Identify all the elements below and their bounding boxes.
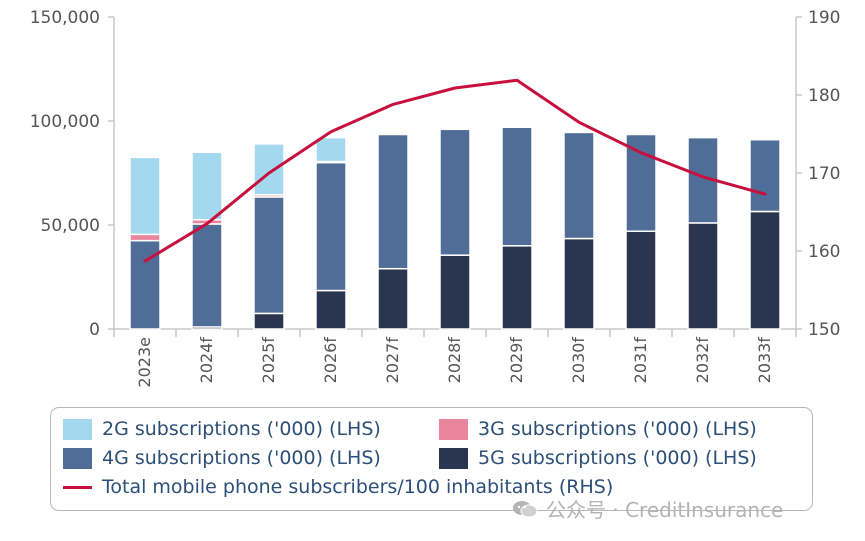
legend-label-4g: 4G subscriptions ('000) (LHS) <box>102 447 381 469</box>
legend: 2G subscriptions ('000) (LHS) 3G subscri… <box>50 407 813 511</box>
right-tick-label: 180 <box>808 86 840 106</box>
watermark-text: 公众号 · CreditInsurance <box>546 498 784 522</box>
bar-segment <box>253 196 285 315</box>
bar-segment <box>687 222 719 330</box>
legend-label-3g: 3G subscriptions ('000) (LHS) <box>478 418 757 440</box>
legend-label-5g: 5G subscriptions ('000) (LHS) <box>478 447 757 469</box>
x-tick-label: 2026f <box>321 337 340 384</box>
legend-swatch-4g <box>63 447 92 469</box>
right-tick-label: 170 <box>808 164 840 184</box>
bar-segment <box>129 233 161 242</box>
x-tick-label: 2032f <box>693 337 712 384</box>
bar-segment <box>625 230 657 330</box>
legend-item-4g: 4G subscriptions ('000) (LHS) <box>63 447 381 469</box>
bar-segment <box>315 136 347 163</box>
x-tick-label: 2030f <box>569 337 588 384</box>
bar-segment <box>315 289 347 330</box>
legend-swatch-2g <box>63 418 92 440</box>
bar-segment <box>377 267 409 330</box>
legend-item-5g: 5G subscriptions ('000) (LHS) <box>439 447 757 469</box>
bar-segment <box>129 156 161 236</box>
x-tick-label: 2028f <box>445 337 464 384</box>
bar-segment <box>439 254 471 330</box>
bar-segment <box>191 151 223 221</box>
x-tick-label: 2031f <box>631 337 650 384</box>
left-tick-label: 150,000 <box>30 8 100 28</box>
x-tick-label: 2023e <box>135 337 154 388</box>
bar-segment <box>377 133 409 270</box>
x-tick-label: 2027f <box>383 337 402 384</box>
bar-segment <box>749 138 781 213</box>
right-tick-label: 190 <box>808 8 840 28</box>
legend-item-total: Total mobile phone subscribers/100 inhab… <box>63 476 613 498</box>
x-tick-label: 2033f <box>755 337 774 384</box>
wechat-icon <box>513 500 538 517</box>
x-tick-label: 2024f <box>197 337 216 384</box>
bar-segment <box>749 210 781 330</box>
left-tick-label: 100,000 <box>30 112 100 132</box>
bar-segment <box>501 126 533 247</box>
bar-segment <box>625 133 657 232</box>
x-tick-label: 2029f <box>507 337 526 384</box>
x-tick-label: 2025f <box>259 337 278 384</box>
legend-swatch-3g <box>439 418 468 440</box>
right-tick-label: 160 <box>808 242 840 262</box>
legend-swatch-5g <box>439 447 468 469</box>
legend-label-2g: 2G subscriptions ('000) (LHS) <box>102 418 381 440</box>
bar-segment <box>563 131 595 240</box>
legend-item-3g: 3G subscriptions ('000) (LHS) <box>439 418 757 440</box>
left-tick-label: 50,000 <box>41 216 100 236</box>
bar-segment <box>439 128 471 256</box>
bar-segment <box>501 245 533 330</box>
line-series-total <box>143 78 767 263</box>
bar-segment <box>191 223 223 328</box>
legend-swatch-total <box>63 485 92 489</box>
bar-segment <box>253 143 285 196</box>
right-tick-label: 150 <box>808 320 840 340</box>
left-tick-label: 0 <box>89 320 100 340</box>
bar-segment <box>315 161 347 292</box>
legend-item-2g: 2G subscriptions ('000) (LHS) <box>63 418 381 440</box>
legend-label-total: Total mobile phone subscribers/100 inhab… <box>102 476 614 498</box>
watermark: 公众号 · CreditInsurance <box>512 494 783 523</box>
bar-segment <box>253 312 285 330</box>
bar-segment <box>563 237 595 330</box>
